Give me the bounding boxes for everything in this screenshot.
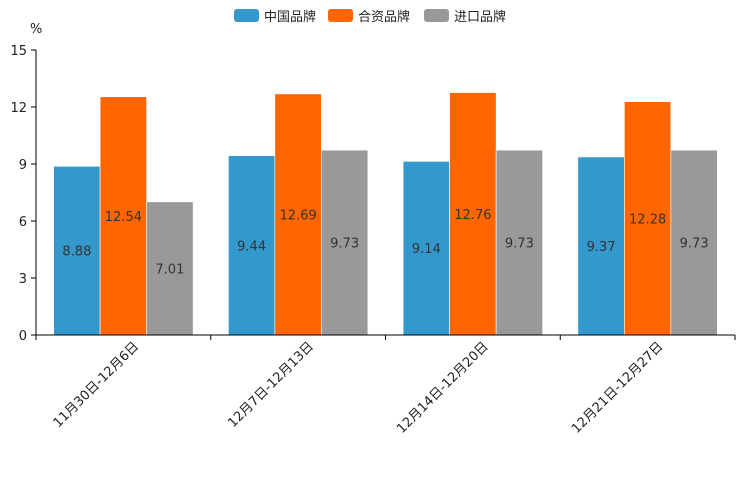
bars: 8.88 12.54 7.01 9.44 12.69 9.73 9.14 12.76 9.73 9… [53, 92, 718, 336]
bar-1-0 [99, 96, 147, 336]
data-label: 9.14 [412, 242, 441, 257]
bar-2-2 [495, 149, 543, 336]
bar-1-1 [274, 93, 322, 336]
bar-0-2 [402, 161, 450, 336]
x-tick-label: 11月30日-12月6日 [51, 339, 143, 431]
data-label: 9.37 [587, 240, 616, 255]
data-label: 12.76 [454, 208, 491, 223]
y-tick-label: 12 [10, 101, 27, 116]
y-tick-label: 3 [19, 272, 27, 287]
bar-2-0 [146, 201, 194, 336]
y-tick-label: 9 [19, 158, 27, 173]
data-label: 9.73 [330, 237, 359, 252]
bar-2-3 [670, 149, 718, 336]
data-label: 7.01 [155, 262, 184, 277]
legend-label: 中国品牌 [264, 9, 316, 25]
data-label: 12.69 [280, 208, 317, 223]
y-tick-label: 6 [19, 215, 27, 230]
y-axis: 0 3 6 9 12 15 [10, 44, 37, 344]
legend-swatch [424, 9, 449, 22]
x-tick-label: 12月14日-12月20日 [394, 339, 491, 436]
bar-1-2 [449, 92, 497, 336]
bar-2-1 [321, 149, 369, 336]
y-tick-label: 0 [19, 329, 27, 344]
data-label: 12.54 [105, 210, 142, 225]
x-axis: 11月30日-12月6日 12月7日-12月13日 12月14日-12月20日 12月… [35, 334, 736, 437]
legend-label: 进口品牌 [454, 9, 506, 25]
data-label: 8.88 [62, 245, 91, 260]
legend-label: 合资品牌 [358, 9, 410, 25]
y-tick-label: 15 [10, 44, 27, 59]
x-tick-label: 12月7日-12月13日 [225, 339, 317, 431]
data-label: 12.28 [629, 212, 666, 227]
y-axis-unit-label: % [30, 22, 42, 37]
bar-1-3 [624, 101, 672, 336]
x-tick-label: 12月21日-12月27日 [569, 339, 666, 436]
data-label: 9.73 [505, 237, 534, 252]
legend: 中国品牌 合资品牌 进口品牌 [234, 9, 506, 25]
bar-0-3 [577, 156, 625, 336]
bar-0-1 [228, 155, 276, 336]
legend-swatch [328, 9, 353, 22]
data-label: 9.44 [237, 239, 266, 254]
legend-swatch [234, 9, 259, 22]
data-label: 9.73 [680, 237, 709, 252]
